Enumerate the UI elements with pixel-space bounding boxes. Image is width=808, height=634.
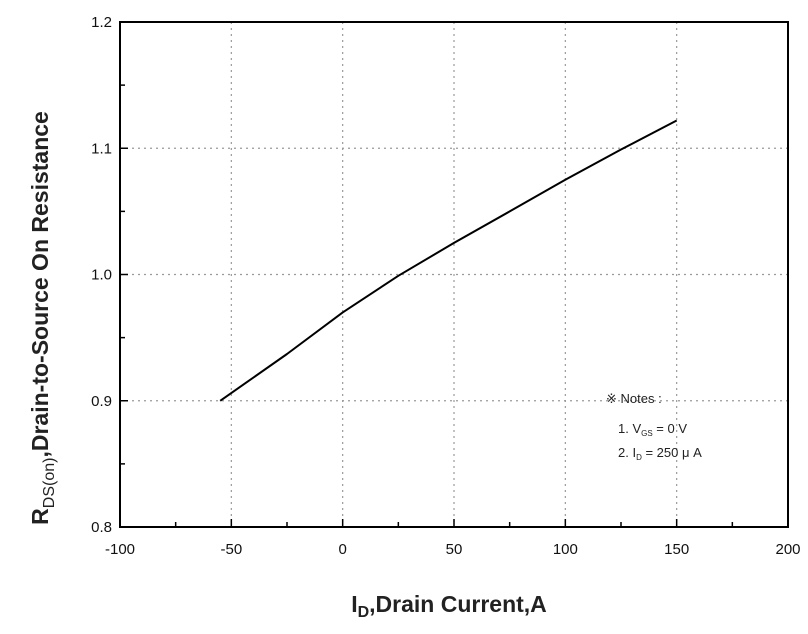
series-line bbox=[219, 119, 678, 402]
y-tick-labels: 0.8 0.9 1.0 1.1 1.2 bbox=[91, 14, 112, 536]
x-tick-label: 0 bbox=[338, 541, 346, 558]
x-tick-label: 150 bbox=[664, 541, 689, 558]
x-tick-label: 50 bbox=[446, 541, 463, 558]
x-tick-labels: -100 -50 0 50 100 150 200 bbox=[105, 541, 801, 558]
x-tick-label: -100 bbox=[105, 541, 135, 558]
y-axis-label: RDS(on),Drain-to-Source On Resistance bbox=[27, 111, 58, 525]
series bbox=[219, 119, 678, 402]
notes-line-1: 1. VGS = 0 V bbox=[618, 421, 687, 438]
notes-box: ※ Notes : 1. VGS = 0 V 2. ID = 250 μ A bbox=[606, 391, 702, 462]
x-tick-label: 100 bbox=[553, 541, 578, 558]
y-tick-label: 0.8 bbox=[91, 519, 112, 536]
notes-title: ※ Notes : bbox=[606, 391, 662, 406]
notes-line-2: 2. ID = 250 μ A bbox=[618, 445, 702, 462]
y-ticks bbox=[120, 21, 128, 528]
y-tick-label: 0.9 bbox=[91, 393, 112, 410]
x-tick-label: -50 bbox=[220, 541, 242, 558]
grid-lines bbox=[120, 22, 788, 527]
x-axis-label: ID,Drain Current,A bbox=[351, 591, 547, 621]
x-ticks bbox=[119, 519, 789, 527]
y-tick-label: 1.0 bbox=[91, 267, 112, 284]
y-tick-label: 1.1 bbox=[91, 140, 112, 157]
x-tick-label: 200 bbox=[775, 541, 800, 558]
y-tick-label: 1.2 bbox=[91, 14, 112, 31]
